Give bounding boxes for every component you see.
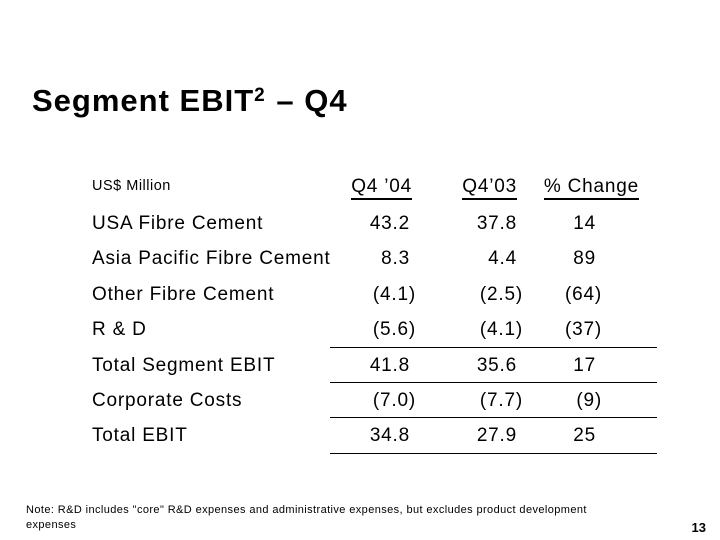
value-pct-change: 17 — [573, 354, 596, 376]
value-pct-change: (9) — [576, 389, 602, 411]
row-label: Asia Pacific Fibre Cement — [92, 248, 331, 270]
row-label: Corporate Costs — [92, 389, 243, 411]
slide-title: Segment EBIT2 – Q4 — [32, 84, 348, 123]
value-q4-04: 43.2 — [369, 213, 410, 234]
value-q4-04: (5.6) — [372, 319, 416, 341]
table-row-other-fibre-cement: Other Fibre Cement (4.1) (2.5) (64) — [92, 277, 657, 312]
totals-rule: 34.8 27.9 25 — [330, 418, 657, 454]
row-label: USA Fibre Cement — [92, 213, 264, 234]
value-pct-change: 89 — [573, 248, 596, 270]
value-q4-04: 8.3 — [381, 248, 410, 270]
table-header-row: US$ Million Q4 ’04 Q4’03 % Change — [92, 166, 657, 206]
value-pct-change: 14 — [573, 213, 596, 234]
column-header-q4-04: Q4 ’04 — [330, 166, 424, 206]
value-pct-change: 25 — [573, 425, 596, 447]
column-header-q4-03: Q4’03 — [424, 166, 531, 206]
value-q4-04: 41.8 — [369, 354, 410, 376]
slide-title-text: Segment EBIT — [32, 83, 255, 118]
value-q4-03: 4.4 — [488, 248, 517, 270]
value-q4-03: 35.6 — [476, 354, 517, 376]
totals-rule: 41.8 35.6 17 — [330, 348, 657, 383]
column-header-pct-change: % Change — [531, 166, 657, 206]
totals-rule: (7.0) (7.7) (9) — [330, 383, 657, 419]
value-q4-03: 37.8 — [476, 213, 517, 234]
value-q4-04: (4.1) — [372, 283, 416, 305]
row-label: R & D — [92, 319, 147, 341]
table-row-asia-pacific-fibre-cement: Asia Pacific Fibre Cement 8.3 4.4 89 — [92, 241, 657, 276]
value-q4-04: 34.8 — [369, 425, 410, 447]
row-label: Total EBIT — [92, 425, 188, 447]
table-row-total-ebit: Total EBIT 34.8 27.9 25 — [92, 418, 657, 454]
value-q4-03: 27.9 — [476, 425, 517, 447]
title-superscript: 2 — [254, 85, 265, 106]
value-pct-change: (64) — [565, 283, 602, 305]
value-q4-03: (2.5) — [479, 283, 523, 305]
table-row-usa-fibre-cement: USA Fibre Cement 43.2 37.8 14 — [92, 206, 657, 241]
table-row-total-segment-ebit: Total Segment EBIT 41.8 35.6 17 — [92, 348, 657, 383]
ebit-table: US$ Million Q4 ’04 Q4’03 % Change USA Fi… — [92, 166, 657, 454]
note-text: Note: R&D includes "core" R&D expenses a… — [26, 504, 587, 531]
value-q4-03: (7.7) — [479, 389, 523, 411]
value-q4-03: (4.1) — [479, 319, 523, 341]
table-row-corporate-costs: Corporate Costs (7.0) (7.7) (9) — [92, 383, 657, 419]
page-number: 13 — [691, 520, 706, 535]
row-label: Total Segment EBIT — [92, 354, 276, 376]
value-q4-04: (7.0) — [372, 389, 416, 411]
unit-label: US$ Million — [92, 178, 171, 194]
value-pct-change: (37) — [565, 319, 602, 341]
table-row-r-and-d: R & D (5.6) (4.1) (37) — [92, 312, 657, 348]
slide-title-suffix: – Q4 — [276, 83, 348, 118]
totals-rule: (5.6) (4.1) (37) — [330, 312, 657, 348]
row-label: Other Fibre Cement — [92, 283, 275, 305]
header-values: Q4 ’04 Q4’03 % Change — [330, 166, 657, 206]
